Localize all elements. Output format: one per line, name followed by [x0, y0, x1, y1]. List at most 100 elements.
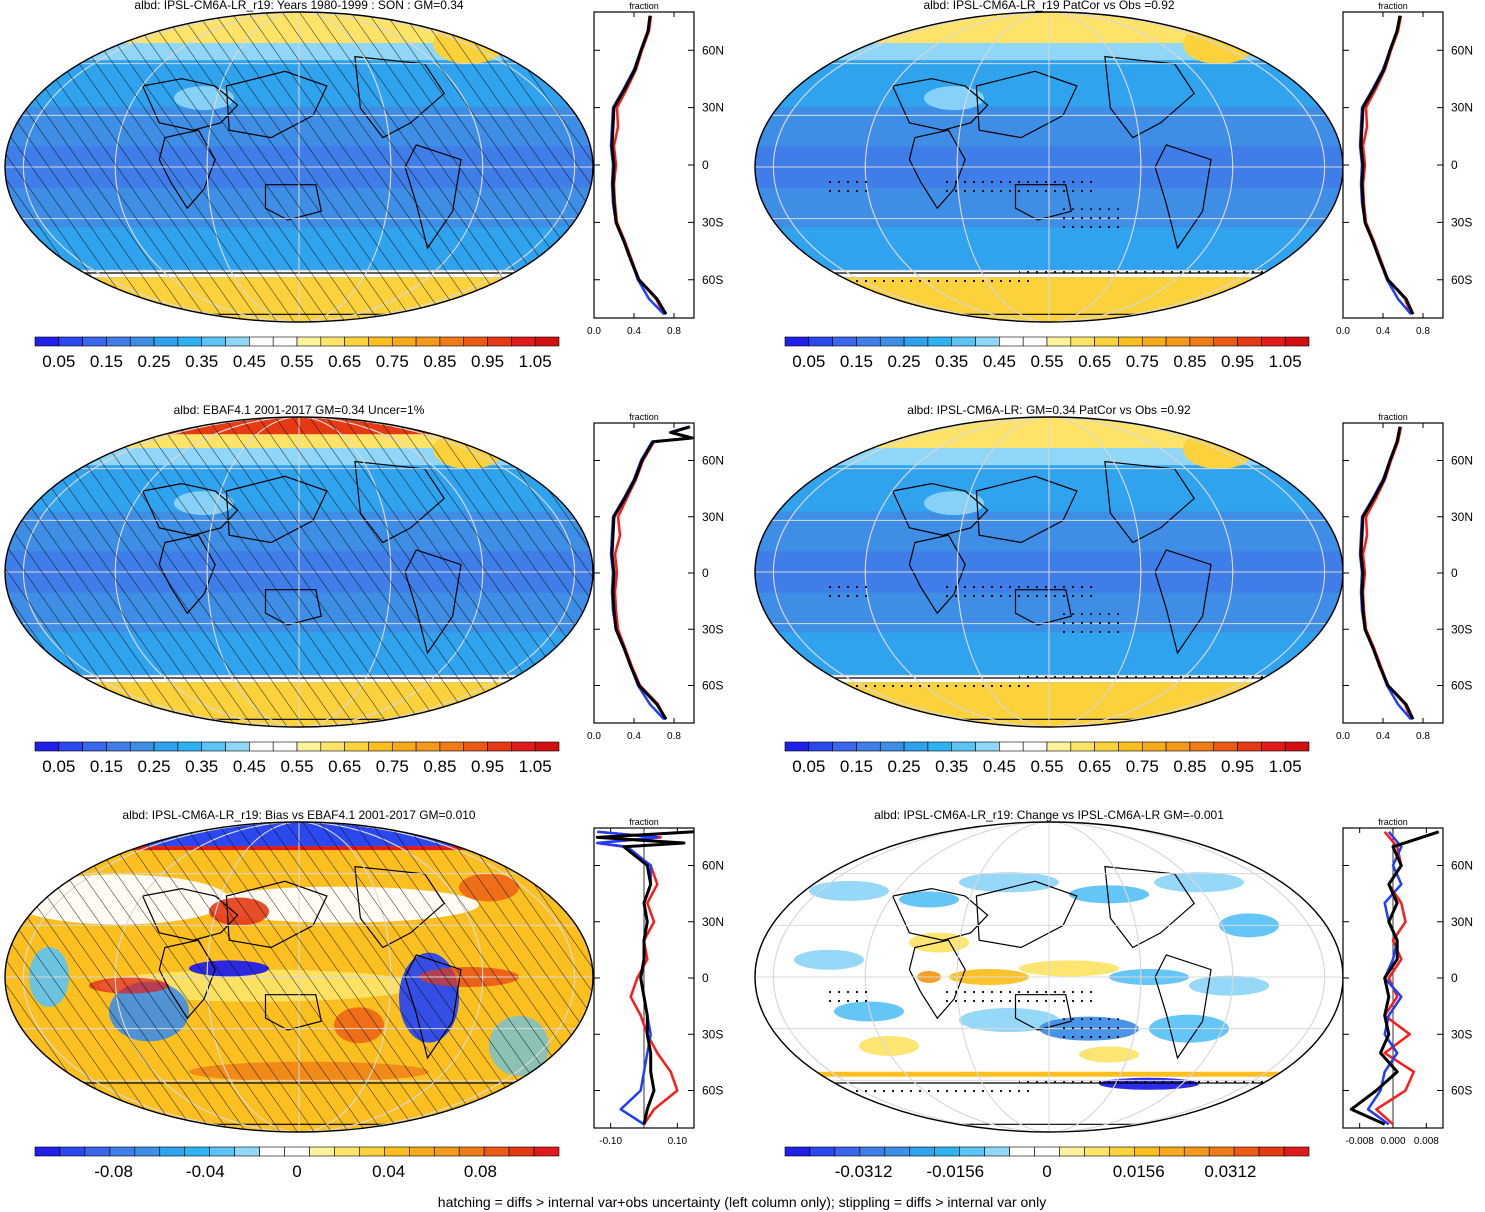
lat-tick-label: 30S — [1451, 622, 1472, 636]
change-blob — [959, 872, 1059, 893]
x-tick-label: 0.8 — [667, 731, 681, 742]
colorbar-swatch — [153, 336, 179, 347]
colorbar-swatch — [1158, 1146, 1185, 1157]
colorbar-swatch — [344, 336, 369, 347]
stipple-region — [944, 580, 1094, 598]
colorbar-swatch — [508, 1146, 535, 1157]
change-blob — [899, 891, 959, 908]
colorbar-swatch — [533, 1146, 560, 1157]
profile-panel-3: fraction 60N 30N 0 30S 60S 0.0 0.4 0.8 — [587, 412, 724, 742]
x-tick-label: -0.10 — [599, 1136, 622, 1147]
profile-frame — [593, 422, 695, 724]
colorbar-swatch — [129, 336, 155, 347]
colorbar-label: 0.05 — [792, 352, 825, 371]
colorbar-label: 0.85 — [1173, 757, 1206, 776]
colorbar-swatch — [272, 741, 298, 752]
x-tick-label: 0.4 — [1376, 731, 1390, 742]
stipple-region — [829, 275, 1029, 286]
colorbar-swatch — [1109, 1146, 1135, 1157]
lat-tick-label: 60N — [1451, 454, 1473, 468]
colorbar-swatch — [34, 1146, 61, 1157]
colorbar-label: -0.08 — [94, 1162, 133, 1181]
change-blob — [794, 949, 864, 970]
colorbar-swatch — [984, 1146, 1010, 1157]
colorbar-swatch — [184, 1146, 210, 1157]
lat-tick-label: 30S — [1451, 1027, 1472, 1041]
stipple-region — [829, 175, 869, 193]
colorbar-swatch — [1261, 336, 1286, 347]
colorbar-swatch — [1284, 741, 1310, 752]
map-panel-6: albd: IPSL-CM6A-LR_r19: Change vs IPSL-C… — [754, 808, 1344, 1133]
x-tick-label: 0.0 — [587, 326, 601, 337]
colorbar-swatch — [1165, 336, 1191, 347]
colorbar-swatch — [1094, 336, 1119, 347]
stipple-region — [1059, 1018, 1119, 1039]
map-title: albd: IPSL-CM6A-LR_r19: Bias vs EBAF4.1 … — [122, 808, 476, 822]
lat-tick-label: 30N — [702, 101, 724, 115]
colorbar-swatch — [511, 336, 536, 347]
colorbar-swatch — [1237, 741, 1262, 752]
colorbar-label: -0.0156 — [926, 1162, 984, 1181]
profile-series-black — [1349, 830, 1440, 1126]
colorbar-label: 0.45 — [983, 757, 1016, 776]
colorbar-swatch — [809, 1146, 836, 1157]
stipple-region — [944, 175, 1094, 193]
colorbar-swatch — [1070, 741, 1095, 752]
colorbar-swatch — [1237, 336, 1262, 347]
colorbar-swatch — [856, 741, 881, 752]
lat-tick-label: 30S — [702, 215, 723, 229]
colorbar-swatch — [1189, 336, 1215, 347]
colorbar-4: 0.05 0.15 0.25 0.35 0.45 0.55 0.65 0.75 0.85 0.95… — [784, 741, 1310, 776]
colorbar-label: 0.15 — [90, 352, 123, 371]
map-body — [5, 12, 593, 322]
colorbar-swatch — [975, 336, 1000, 347]
profile-panel-2: fraction 60N 30N 0 30S 60S 0.0 0.4 0.8 — [1336, 1, 1473, 337]
change-blob — [959, 1008, 1059, 1033]
colorbar-swatch — [1213, 336, 1238, 347]
colorbar-swatch — [58, 336, 83, 347]
colorbar-swatch — [1141, 741, 1167, 752]
colorbar-swatch — [415, 741, 441, 752]
colorbar-swatch — [463, 336, 488, 347]
colorbar-swatch — [534, 336, 560, 347]
map-border — [4, 821, 594, 1133]
colorbar-swatch — [433, 1146, 460, 1157]
colorbar-swatch — [106, 741, 131, 752]
colorbar-swatch — [209, 1146, 235, 1157]
colorbar-swatch — [296, 741, 322, 752]
profile-series-black — [610, 425, 694, 721]
colorbar-label: 1.05 — [519, 352, 552, 371]
x-tick-label: 0.0 — [1336, 326, 1350, 337]
colorbar-swatch — [368, 741, 393, 752]
colorbar-label: 0.25 — [888, 352, 921, 371]
stipple-region — [1019, 673, 1279, 684]
colorbar-swatch — [784, 1146, 811, 1157]
colorbar-swatch — [201, 741, 226, 752]
lat-tick-label: 60N — [1451, 43, 1473, 57]
colorbar-label: 0.35 — [935, 757, 968, 776]
profile-axis-label: fraction — [1378, 412, 1408, 422]
colorbar-label: 0.05 — [42, 757, 75, 776]
colorbar-swatch — [784, 336, 810, 347]
colorbar-label: -0.04 — [186, 1162, 225, 1181]
colorbar-swatch — [879, 741, 905, 752]
colorbar-swatch — [1059, 1146, 1085, 1157]
x-tick-label: -0.008 — [1345, 1136, 1374, 1147]
colorbar-label: 0.75 — [1126, 352, 1159, 371]
colorbar-swatch — [959, 1146, 985, 1157]
colorbar-swatch — [408, 1146, 435, 1157]
colorbar-swatch — [859, 1146, 886, 1157]
lat-tick-label: 60S — [702, 1084, 723, 1098]
plateau-bright — [924, 86, 984, 111]
profile-series-black — [1359, 15, 1415, 315]
profile-axis-label: fraction — [629, 1, 659, 11]
lat-tick-label: 30S — [702, 622, 723, 636]
x-tick-label: 0.8 — [1416, 731, 1430, 742]
colorbar-swatch — [1070, 336, 1095, 347]
colorbar-label: 0.15 — [840, 352, 873, 371]
colorbar-label: 0.25 — [138, 757, 171, 776]
lat-tick-label: 60S — [1451, 679, 1472, 693]
colorbar-swatch — [832, 741, 857, 752]
colorbar-swatch — [415, 336, 441, 347]
